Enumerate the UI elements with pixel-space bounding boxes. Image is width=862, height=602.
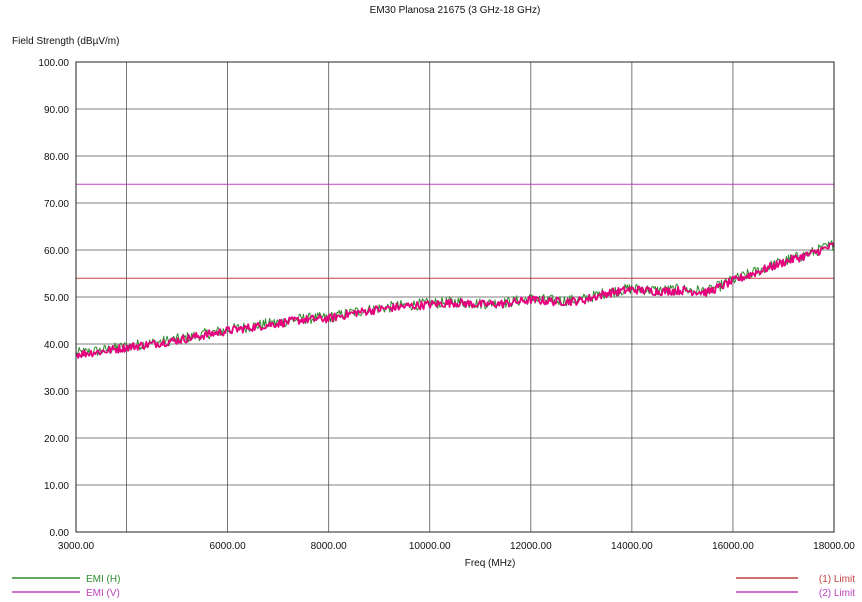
y-tick-label: 100.00	[38, 58, 69, 69]
x-tick-label: 6000.00	[210, 541, 247, 552]
legend-right: (1) Limit (2) Limit	[736, 574, 855, 599]
y-tick-label: 80.00	[44, 152, 69, 163]
legend-label-limit-2: (2) Limit	[819, 588, 855, 599]
grid	[76, 61, 834, 533]
y-tick-label: 90.00	[44, 105, 69, 116]
legend-label-emi-v: EMI (V)	[86, 588, 120, 599]
y-tick-label: 40.00	[44, 340, 69, 351]
y-axis-label: Field Strength (dBµV/m)	[12, 36, 119, 47]
series-line-emi-v	[75, 242, 835, 359]
legend-label-limit-1: (1) Limit	[819, 574, 855, 585]
legend-label-emi-h: EMI (H)	[86, 574, 120, 585]
x-tick-label: 3000.00	[58, 541, 95, 552]
series-lines	[75, 240, 835, 359]
y-tick-label: 0.00	[50, 528, 70, 539]
x-tick-label: 12000.00	[510, 541, 552, 552]
legend-left: EMI (H) EMI (V)	[12, 574, 120, 599]
x-tick-label: 18000.00	[813, 541, 855, 552]
x-axis-label: Freq (MHz)	[465, 558, 516, 569]
plot-frame	[75, 61, 835, 533]
y-tick-label: 20.00	[44, 434, 69, 445]
x-tick-labels: 3000.00 6000.00 8000.00 10000.00 12000.00 140…	[58, 541, 855, 552]
limit-lines	[76, 183, 834, 279]
series-line-emi-h	[75, 240, 835, 357]
x-tick-label: 14000.00	[611, 541, 653, 552]
y-tick-labels: 0.00 10.00 20.00 30.00 40.00 50.00 60.00 70.00 8…	[38, 58, 69, 539]
y-tick-label: 60.00	[44, 246, 69, 257]
x-tick-label: 10000.00	[409, 541, 451, 552]
y-tick-label: 10.00	[44, 481, 69, 492]
x-tick-label: 16000.00	[712, 541, 754, 552]
y-tick-label: 30.00	[44, 387, 69, 398]
chart-title: EM30 Planosa 21675 (3 GHz-18 GHz)	[370, 5, 541, 16]
y-tick-label: 50.00	[44, 293, 69, 304]
y-tick-label: 70.00	[44, 199, 69, 210]
x-tick-label: 8000.00	[311, 541, 348, 552]
